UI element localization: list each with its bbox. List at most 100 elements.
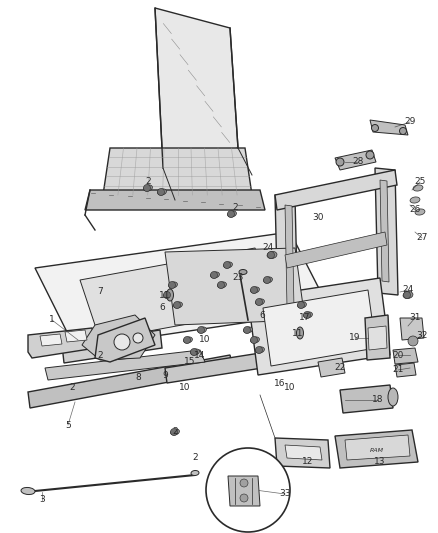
Polygon shape <box>28 355 233 408</box>
Circle shape <box>297 302 304 309</box>
Circle shape <box>170 429 177 435</box>
Ellipse shape <box>173 302 182 308</box>
Text: 10: 10 <box>179 384 191 392</box>
Ellipse shape <box>251 287 259 293</box>
Text: 2: 2 <box>232 204 238 213</box>
Polygon shape <box>395 363 416 377</box>
Circle shape <box>399 127 406 134</box>
Polygon shape <box>400 318 424 340</box>
Circle shape <box>163 292 170 298</box>
Text: 3: 3 <box>39 496 45 505</box>
Polygon shape <box>165 248 305 325</box>
Polygon shape <box>95 318 155 362</box>
Text: 15: 15 <box>184 358 196 367</box>
Text: 13: 13 <box>374 457 386 466</box>
Text: 11: 11 <box>292 328 304 337</box>
Text: 25: 25 <box>414 177 426 187</box>
Circle shape <box>133 333 143 343</box>
Circle shape <box>206 448 290 532</box>
Ellipse shape <box>184 337 192 343</box>
Text: 2: 2 <box>145 177 151 187</box>
Polygon shape <box>28 328 96 358</box>
Polygon shape <box>318 358 345 377</box>
Polygon shape <box>285 232 387 268</box>
Polygon shape <box>370 120 408 135</box>
Circle shape <box>184 336 191 343</box>
Ellipse shape <box>267 252 277 259</box>
Circle shape <box>227 211 234 217</box>
Text: 24: 24 <box>403 286 413 295</box>
Text: 6: 6 <box>159 303 165 311</box>
Text: 21: 21 <box>392 366 404 375</box>
Ellipse shape <box>264 277 272 283</box>
Text: 6: 6 <box>259 311 265 319</box>
Polygon shape <box>285 445 322 460</box>
Circle shape <box>371 125 378 132</box>
Text: 10: 10 <box>284 384 296 392</box>
Ellipse shape <box>297 327 304 339</box>
Text: 14: 14 <box>194 351 206 359</box>
Text: 28: 28 <box>352 157 364 166</box>
Circle shape <box>251 336 258 343</box>
Polygon shape <box>80 248 275 340</box>
Circle shape <box>304 311 311 319</box>
Ellipse shape <box>304 312 312 318</box>
Circle shape <box>114 334 130 350</box>
Circle shape <box>255 298 262 305</box>
Polygon shape <box>165 342 332 383</box>
Polygon shape <box>335 150 376 170</box>
Text: 32: 32 <box>416 330 427 340</box>
Text: 31: 31 <box>409 313 421 322</box>
Polygon shape <box>368 326 387 350</box>
Polygon shape <box>345 435 410 460</box>
Text: RAM: RAM <box>370 448 384 453</box>
Ellipse shape <box>251 337 259 343</box>
Text: 23: 23 <box>232 273 244 282</box>
Text: 9: 9 <box>162 370 168 379</box>
Circle shape <box>408 336 418 346</box>
Polygon shape <box>275 195 298 320</box>
Text: 29: 29 <box>404 117 416 126</box>
Circle shape <box>366 151 374 159</box>
Text: 12: 12 <box>302 457 314 466</box>
Text: 18: 18 <box>372 395 384 405</box>
Text: 10: 10 <box>199 335 211 344</box>
Ellipse shape <box>191 349 199 355</box>
Polygon shape <box>85 190 265 210</box>
Text: 16: 16 <box>274 378 286 387</box>
Polygon shape <box>65 330 87 342</box>
Text: 26: 26 <box>410 206 420 214</box>
Text: 22: 22 <box>334 364 346 373</box>
Ellipse shape <box>403 292 413 298</box>
Circle shape <box>240 494 248 502</box>
Circle shape <box>251 287 258 294</box>
Circle shape <box>211 271 218 279</box>
Circle shape <box>336 158 344 166</box>
Text: 24: 24 <box>262 244 274 253</box>
Polygon shape <box>62 330 162 363</box>
Text: 20: 20 <box>392 351 404 359</box>
Ellipse shape <box>410 197 420 203</box>
Text: 8: 8 <box>135 374 141 383</box>
Ellipse shape <box>144 185 152 191</box>
Polygon shape <box>35 232 330 348</box>
Text: 17: 17 <box>299 313 311 322</box>
Text: 19: 19 <box>349 334 361 343</box>
Polygon shape <box>375 168 398 295</box>
Ellipse shape <box>239 270 247 274</box>
Ellipse shape <box>198 327 206 333</box>
Polygon shape <box>365 315 390 360</box>
Circle shape <box>144 184 151 191</box>
Text: 33: 33 <box>279 489 291 498</box>
Polygon shape <box>380 180 389 282</box>
Polygon shape <box>82 315 155 360</box>
Circle shape <box>173 302 180 309</box>
Ellipse shape <box>415 209 425 215</box>
Text: 7: 7 <box>97 287 103 296</box>
Circle shape <box>244 327 251 334</box>
Circle shape <box>255 346 262 353</box>
Polygon shape <box>155 8 238 168</box>
Ellipse shape <box>191 471 199 475</box>
Ellipse shape <box>228 211 237 217</box>
Polygon shape <box>248 278 390 375</box>
